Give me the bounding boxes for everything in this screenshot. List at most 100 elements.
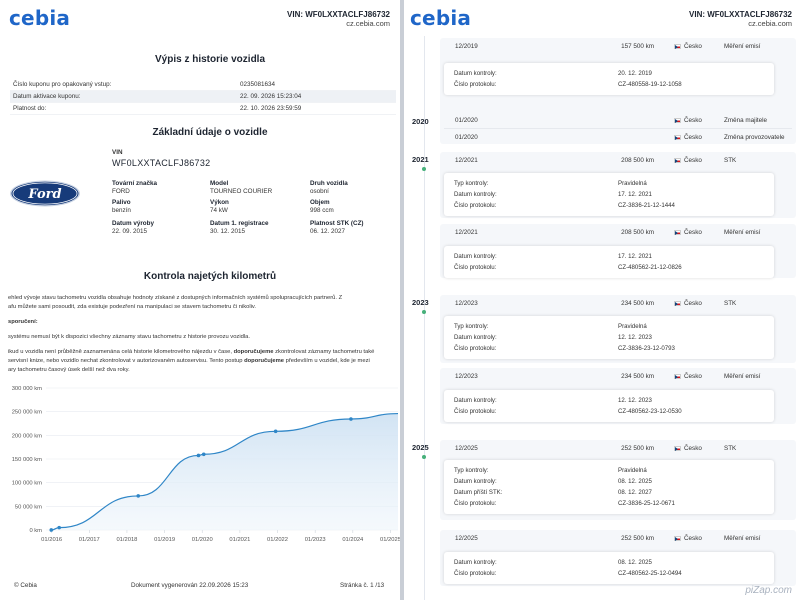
spec-stk-value: 06. 12. 2027 <box>310 228 346 235</box>
entry-detail-card: Datum kontroly: 12. 12. 2023 Číslo protok… <box>444 390 774 422</box>
site-url[interactable]: cz.cebia.com <box>748 19 792 28</box>
entry-date: 12/2021 <box>455 228 478 236</box>
spec-body-value: osobní <box>310 188 329 195</box>
entry-header: 12/2021 208 500 km Česko STK <box>440 152 796 168</box>
footer-page-number: Stránka č. 1 /13 <box>340 582 385 589</box>
spec-volume-value: 998 ccm <box>310 207 334 214</box>
recommendation-line3: ary tachometru časový úsek delší než dva… <box>8 367 130 373</box>
chart-x-tick-label: 01/2016 <box>41 537 62 543</box>
entry-country: Česko <box>684 42 702 50</box>
chart-data-point <box>196 453 201 458</box>
recommendation-note: systému nemusí být k dispozici všechny z… <box>8 334 250 340</box>
chart-x-tick-label: 01/2024 <box>342 537 364 543</box>
spec-model: Model TOURNEO COURIER <box>210 180 272 195</box>
rec-line2-post: především u vozidel, kde je mezi <box>284 358 370 364</box>
spec-registered-value: 30. 12. 2015 <box>210 228 246 235</box>
chart-labels: 0 km 50 000 km 100 000 km 150 000 km 200 000… <box>12 386 400 543</box>
entry-detail-card: Typ kontroly: Pravidelná Datum kontroly: 1… <box>444 173 774 216</box>
czech-flag-icon <box>674 134 681 140</box>
detail-label: Datum kontroly: <box>454 70 497 77</box>
vin-header: VIN: WF0LXXTACLFJ86732 cz.cebia.com <box>689 10 792 28</box>
basic-info-title: Základní údaje o vozidle <box>152 127 268 138</box>
detail-label: Typ kontroly: <box>454 180 489 187</box>
vin-value: WF0LXXTACLFJ86732 <box>112 158 211 168</box>
chart-y-tick-label: 300 000 km <box>12 386 42 392</box>
detail-value: 08. 12. 2025 <box>618 478 652 485</box>
spec-volume: Objem 998 ccm <box>310 199 334 214</box>
detail-label: Datum kontroly: <box>454 253 497 260</box>
svg-text:Ford: Ford <box>27 187 61 202</box>
spec-produced-value: 22. 09. 2015 <box>112 228 148 235</box>
entry-type: Měření emisí <box>724 228 761 236</box>
czech-flag-icon <box>674 535 681 541</box>
activation-label: Datum aktivace kuponu: <box>13 93 81 100</box>
chart-y-tick-label: 0 km <box>29 528 42 534</box>
chart-x-tick-label: 01/2017 <box>79 537 100 543</box>
entry-country: Česko <box>684 534 702 542</box>
mileage-chart: 0 km 50 000 km 100 000 km 150 000 km 200 000… <box>12 386 400 543</box>
entry-date: 01/2020 <box>455 116 478 124</box>
rec-line1-pre: ikud u vozidla není průběžně zaznamenána… <box>8 349 234 355</box>
detail-row: Typ kontroly: Pravidelná <box>444 178 774 189</box>
detail-row: Číslo protokolu: CZ-480562-25-12-0494 <box>444 568 774 579</box>
spec-stk: Platnost STK (CZ) 06. 12. 2027 <box>310 220 364 235</box>
detail-row: Datum kontroly: 20. 12. 2019 <box>444 68 774 79</box>
year-label-2025: 2025 <box>412 443 429 452</box>
entry-separator <box>444 128 792 129</box>
czech-flag-icon <box>674 229 681 235</box>
year-label-2023: 2023 <box>412 298 429 307</box>
entry-country: Česko <box>684 116 702 124</box>
entry-type: Měření emisí <box>724 372 761 380</box>
chart-x-tick-label: 01/2021 <box>229 537 250 543</box>
chart-area-layer <box>51 412 399 531</box>
entry-date: 12/2023 <box>455 372 478 380</box>
spec-produced-label: Datum výroby <box>112 220 154 227</box>
coupon-label: Číslo kuponu pro opakovaný vstup: <box>13 81 112 88</box>
detail-value: CZ-3836-25-12-0671 <box>618 500 675 507</box>
footer-generated: Dokument vygenerován 22.09.2026 15:23 <box>131 582 249 589</box>
detail-label: Číslo protokolu: <box>454 570 497 577</box>
spec-brand-label: Tovární značka <box>112 180 158 187</box>
czech-flag-icon <box>674 157 681 163</box>
ford-logo-icon: Ford <box>10 180 80 207</box>
detail-row: Číslo protokolu: CZ-480562-21-12-0826 <box>444 262 774 273</box>
mileage-intro-line1: ehled vývoje stavu tachometru vozidla ob… <box>8 295 343 301</box>
site-url[interactable]: cz.cebia.com <box>346 19 390 28</box>
spec-fuel-label: Palivo <box>112 199 131 206</box>
detail-label: Číslo protokolu: <box>454 264 497 271</box>
detail-value: CZ-480558-19-12-1058 <box>618 81 682 88</box>
detail-value: CZ-480562-25-12-0494 <box>618 570 682 577</box>
chart-y-tick-label: 150 000 km <box>12 457 42 463</box>
detail-label: Datum kontroly: <box>454 397 497 404</box>
czech-flag-icon <box>674 373 681 379</box>
recommendation-heading: sporučení: <box>8 318 38 327</box>
chart-series-line <box>51 412 399 531</box>
chart-area-fill <box>51 413 398 530</box>
chart-data-point <box>349 417 353 421</box>
activation-value: 22. 09. 2026 15:23:04 <box>240 93 302 100</box>
entry-detail-card: Typ kontroly: Pravidelná Datum kontroly: 1… <box>444 316 774 359</box>
detail-label: Číslo protokolu: <box>454 500 497 507</box>
vin-header-text: VIN: WF0LXXTACLFJ86732 <box>689 10 792 19</box>
detail-row: Datum kontroly: 17. 12. 2021 <box>444 251 774 262</box>
rec-line1-bold: doporučujeme <box>233 349 274 355</box>
spec-power-label: Výkon <box>210 199 229 206</box>
timeline-entry[interactable]: 01/2020 Česko Změna majitele 01/2020 Čes… <box>440 112 796 144</box>
coupon-info-table: Číslo kuponu pro opakovaný vstup: 023508… <box>10 79 396 115</box>
chart-y-tick-label: 250 000 km <box>12 410 42 416</box>
detail-row: Typ kontroly: Pravidelná <box>444 465 774 476</box>
detail-value: Pravidelná <box>618 180 647 187</box>
entry-country: Česko <box>684 228 702 236</box>
entry-mileage: 252 500 km <box>621 444 654 452</box>
chart-x-tick-label: 01/2019 <box>154 537 175 543</box>
detail-label: Typ kontroly: <box>454 323 489 330</box>
entry-date: 12/2021 <box>455 156 478 164</box>
chart-y-tick-label: 100 000 km <box>12 481 42 487</box>
entry-country: Česko <box>684 372 702 380</box>
detail-value: 12. 12. 2023 <box>618 334 652 341</box>
chart-y-tick-label: 50 000 km <box>15 504 42 510</box>
detail-row: Datum kontroly: 08. 12. 2025 <box>444 476 774 487</box>
detail-value: 08. 12. 2027 <box>618 489 652 496</box>
detail-row: Číslo protokolu: CZ-3836-21-12-1444 <box>444 200 774 211</box>
entry-header: 12/2025 252 500 km Česko Měření emisí <box>440 530 796 546</box>
